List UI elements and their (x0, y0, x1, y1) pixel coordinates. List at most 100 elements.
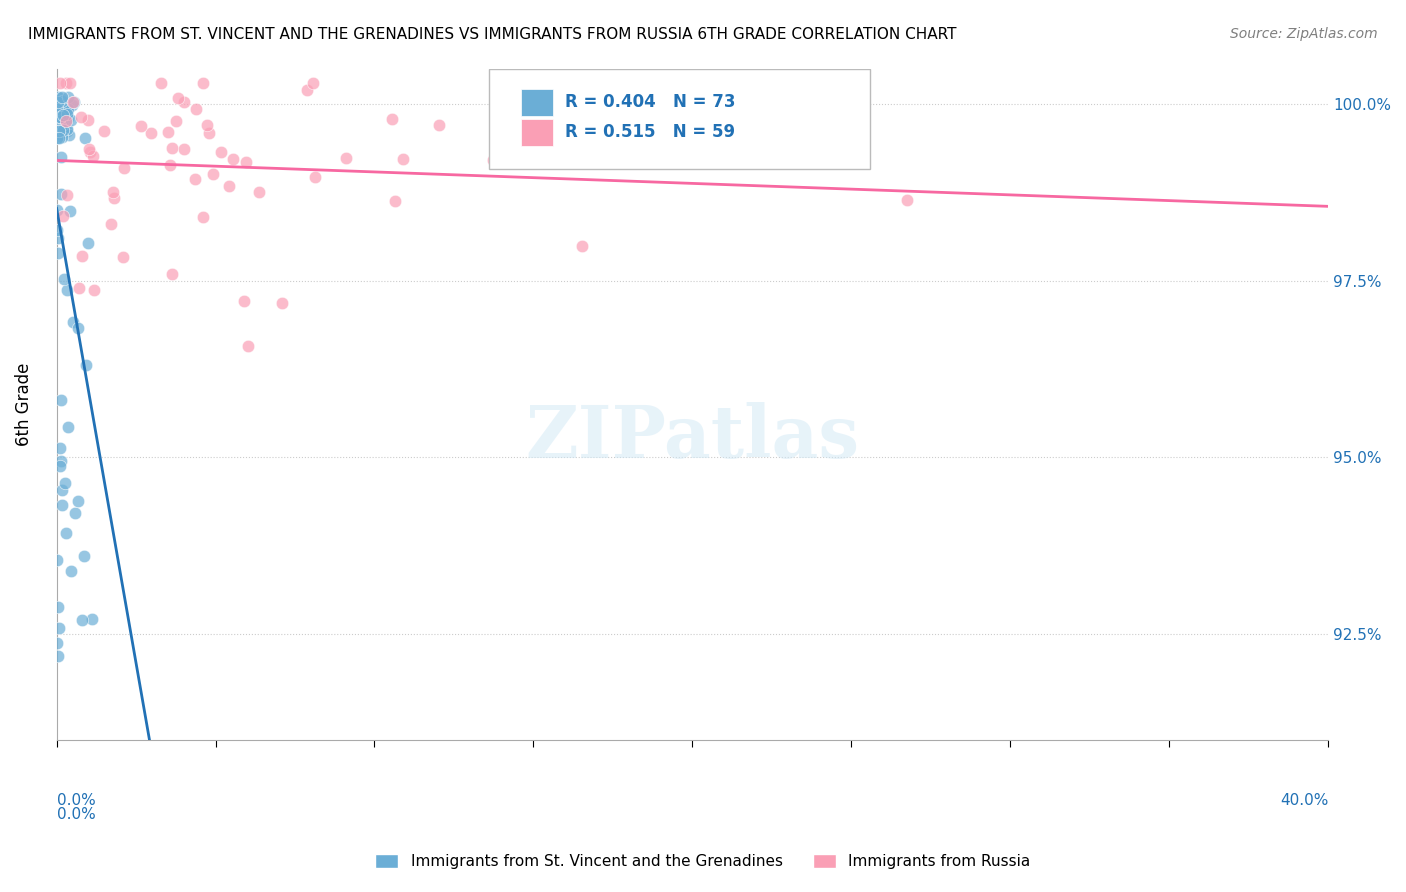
Point (59, 204, 82, 219)
Point (46, 636, 69, 650)
Legend: Immigrants from St. Vincent and the Grenadines, Immigrants from Russia: Immigrants from St. Vincent and the Gren… (370, 848, 1036, 875)
Point (67, 320, 90, 334)
Point (49, 94, 72, 108)
Point (48, 93, 70, 107)
Point (51, 118, 73, 132)
Point (48, 131, 70, 145)
Point (46, 130, 69, 145)
Point (70, 111, 93, 125)
Point (295, 83, 318, 97)
Point (46, 553, 69, 567)
Point (51, 94, 73, 108)
Point (52, 209, 75, 223)
FancyBboxPatch shape (489, 69, 870, 169)
Point (384, 194, 406, 208)
Point (62, 315, 84, 329)
Y-axis label: 6th Grade: 6th Grade (15, 362, 32, 446)
Text: 40.0%: 40.0% (1279, 794, 1329, 808)
Point (381, 112, 404, 126)
Point (165, 114, 187, 128)
Point (49, 393, 72, 408)
Point (46, 125, 69, 139)
Point (51, 498, 73, 512)
Point (481, 153, 503, 167)
Point (45, 92, 67, 106)
Point (58, 103, 80, 117)
Point (112, 161, 135, 175)
Point (51, 90, 73, 104)
Point (222, 152, 245, 166)
Point (51, 150, 73, 164)
Point (427, 118, 450, 132)
Point (201, 167, 224, 181)
Point (48, 111, 70, 125)
Point (49, 458, 72, 473)
Point (67, 281, 90, 295)
Point (100, 217, 122, 231)
Point (56, 124, 79, 138)
Point (304, 170, 326, 185)
Point (49, 76, 72, 90)
Point (52, 123, 75, 137)
Bar (520, 88, 553, 115)
Point (218, 178, 240, 193)
Point (55, 525, 77, 540)
Point (634, 146, 657, 161)
Point (52, 108, 75, 122)
Point (160, 141, 183, 155)
Point (46, 102, 69, 116)
Point (80, 612, 103, 626)
Point (896, 193, 918, 207)
Point (59, 113, 82, 128)
Point (49, 107, 72, 121)
Point (46, 111, 69, 125)
Text: IMMIGRANTS FROM ST. VINCENT AND THE GRENADINES VS IMMIGRANTS FROM RUSSIA 6TH GRA: IMMIGRANTS FROM ST. VINCENT AND THE GREN… (28, 27, 956, 42)
Point (46, 231, 69, 245)
Point (63, 95, 86, 110)
Point (70, 613, 93, 627)
Point (48, 441, 70, 455)
Point (58, 420, 80, 434)
Point (46, 90, 69, 104)
Point (46, 600, 69, 615)
Point (77, 143, 100, 157)
Point (49, 95, 72, 110)
Point (247, 185, 270, 199)
Point (335, 151, 357, 165)
Point (232, 293, 254, 308)
Point (183, 172, 205, 186)
Point (56, 188, 79, 202)
Point (82, 149, 104, 163)
Point (56, 283, 79, 297)
Point (49, 453, 72, 467)
Point (48, 124, 70, 138)
Point (53, 104, 76, 119)
Point (55, 114, 77, 128)
Point (70, 249, 93, 263)
Point (48, 123, 70, 137)
Point (55, 76, 77, 90)
Point (58, 111, 80, 125)
Point (51, 104, 73, 119)
Point (167, 91, 190, 105)
Point (93, 124, 115, 138)
Point (53, 272, 76, 286)
Point (150, 76, 173, 90)
Point (270, 296, 292, 310)
Point (75, 358, 97, 372)
Point (56, 107, 79, 121)
Point (56, 90, 79, 104)
Point (173, 142, 195, 156)
Point (49, 91, 72, 105)
Point (191, 210, 214, 224)
Point (48, 110, 70, 124)
Point (302, 76, 325, 90)
Point (48, 621, 70, 635)
Point (60, 98, 83, 112)
Text: Source: ZipAtlas.com: Source: ZipAtlas.com (1230, 27, 1378, 41)
Point (157, 125, 180, 139)
Point (197, 126, 219, 140)
Point (141, 126, 163, 140)
Point (48, 110, 70, 124)
Point (46, 246, 69, 260)
